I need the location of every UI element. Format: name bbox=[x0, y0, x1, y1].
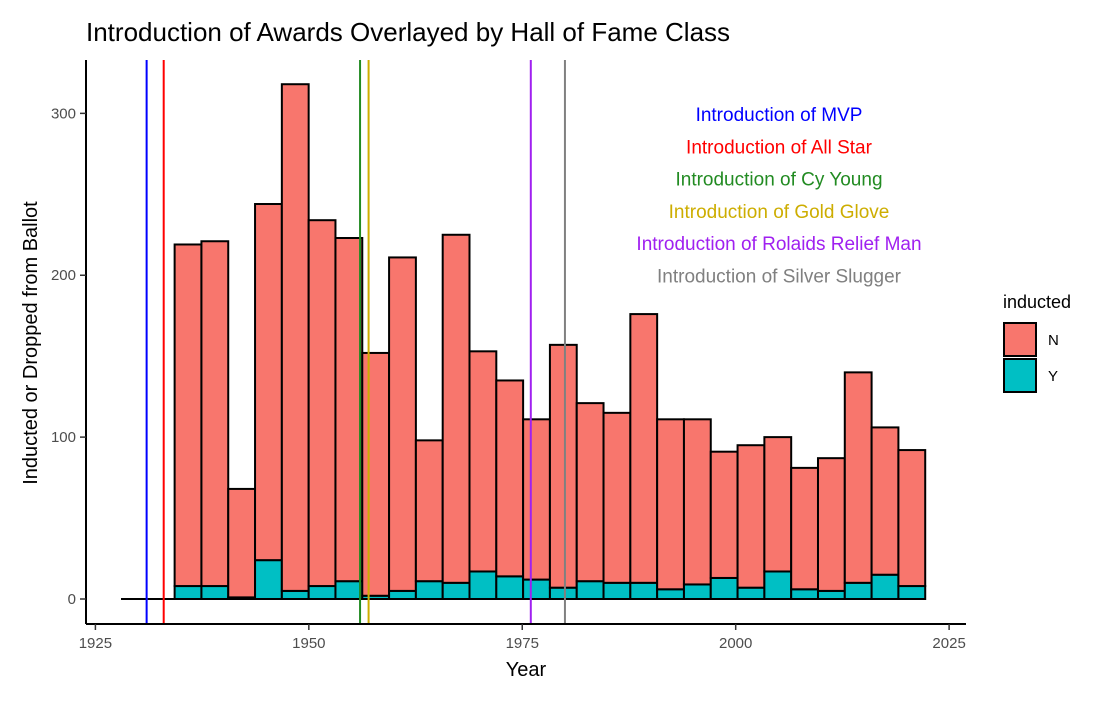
annotation: Introduction of MVP bbox=[696, 105, 863, 126]
bar-Y bbox=[816, 589, 846, 601]
bar-N bbox=[816, 457, 846, 592]
bar-Y bbox=[897, 585, 927, 601]
bar-N bbox=[227, 487, 257, 599]
bar-N bbox=[388, 256, 417, 592]
legend-title: inducted bbox=[1003, 292, 1071, 312]
bar-N bbox=[495, 379, 525, 578]
bar-Y bbox=[414, 580, 444, 600]
bar-N bbox=[602, 411, 632, 584]
y-axis-title: Inducted or Dropped from Ballot bbox=[20, 201, 42, 485]
x-axis-title: Year bbox=[506, 659, 547, 681]
bar-Y bbox=[548, 586, 578, 600]
legend-key-Y bbox=[1003, 358, 1037, 393]
bar-N bbox=[843, 371, 873, 584]
bar-Y bbox=[790, 588, 819, 600]
bar-N bbox=[254, 203, 283, 562]
legend-label-N: N bbox=[1048, 332, 1059, 349]
bar-Y bbox=[388, 589, 417, 601]
bar-N bbox=[441, 233, 471, 584]
bar-N bbox=[629, 313, 659, 584]
bar-N bbox=[709, 450, 739, 579]
bar-Y bbox=[468, 570, 498, 601]
bar-Y bbox=[280, 589, 310, 601]
y-tick-label: 200 bbox=[51, 267, 76, 284]
bar-N bbox=[307, 219, 337, 588]
bar-Y bbox=[441, 581, 471, 601]
bar-Y bbox=[522, 578, 551, 601]
bar-Y bbox=[602, 581, 632, 601]
bar-N bbox=[200, 240, 230, 588]
bar-N bbox=[736, 444, 766, 589]
bar-Y bbox=[173, 585, 203, 601]
annotation: Introduction of Cy Young bbox=[675, 170, 882, 191]
legend-key-N bbox=[1003, 322, 1037, 357]
bar-N bbox=[280, 83, 310, 592]
annotation: Introduction of Rolaids Relief Man bbox=[636, 234, 921, 255]
bar-Y bbox=[629, 581, 659, 601]
bar-N bbox=[763, 436, 793, 573]
plot-area: Introduction of MVP Introduction of All S… bbox=[51, 60, 966, 652]
y-tick-label: 100 bbox=[51, 429, 76, 446]
y-tick-label: 300 bbox=[51, 105, 76, 122]
bar-N bbox=[575, 402, 605, 583]
bar-N bbox=[468, 350, 498, 573]
bar-Y bbox=[575, 580, 605, 600]
annotation: Introduction of Silver Slugger bbox=[657, 267, 902, 288]
bar-N bbox=[682, 418, 712, 586]
legend: inducted N Y bbox=[1003, 292, 1071, 393]
annotation: Introduction of All Star bbox=[686, 137, 873, 158]
bar-N bbox=[897, 449, 927, 588]
y-tick-label: 0 bbox=[68, 591, 76, 608]
bar-Y bbox=[736, 586, 766, 600]
bar-N bbox=[334, 237, 364, 583]
bar-Y bbox=[763, 570, 793, 601]
bar-N bbox=[361, 351, 391, 597]
bar-N bbox=[790, 466, 819, 591]
bar-N bbox=[522, 418, 551, 581]
bar-Y bbox=[495, 575, 525, 600]
bar-Y bbox=[254, 559, 283, 601]
bar-N bbox=[548, 343, 578, 589]
annotation: Introduction of Gold Glove bbox=[669, 202, 890, 223]
x-tick-label: 2000 bbox=[719, 635, 752, 652]
chart-title: Introduction of Awards Overlayed by Hall… bbox=[86, 17, 730, 47]
bar-Y bbox=[307, 585, 337, 601]
bar-N bbox=[173, 243, 203, 588]
bar-Y bbox=[870, 573, 900, 601]
x-tick-label: 1925 bbox=[79, 635, 112, 652]
bar-N bbox=[870, 426, 900, 576]
bar-N bbox=[414, 439, 444, 583]
bar-Y bbox=[334, 580, 364, 600]
bar-N bbox=[656, 418, 685, 591]
bar-Y bbox=[656, 588, 685, 600]
legend-label-Y: Y bbox=[1048, 368, 1058, 385]
bar-Y bbox=[843, 581, 873, 601]
bar-Y bbox=[709, 576, 739, 601]
x-tick-label: 1950 bbox=[292, 635, 325, 652]
x-tick-label: 1975 bbox=[506, 635, 539, 652]
x-tick-label: 2025 bbox=[932, 635, 965, 652]
bar-Y bbox=[200, 585, 230, 601]
bar-Y bbox=[682, 583, 712, 600]
